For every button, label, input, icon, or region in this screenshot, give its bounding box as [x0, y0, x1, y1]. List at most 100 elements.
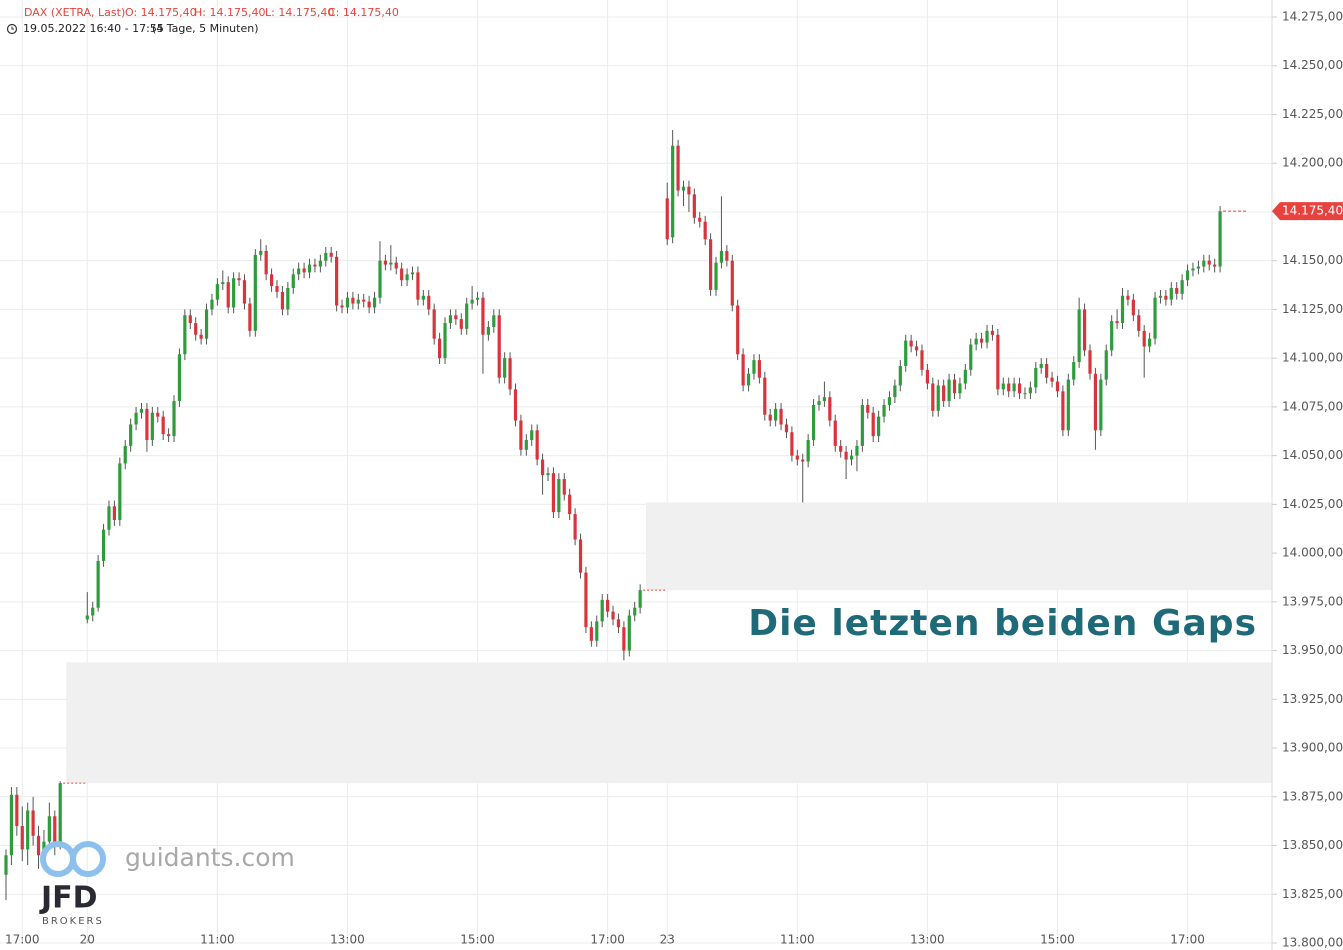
- candle-body: [4, 855, 8, 875]
- candle-body: [335, 256, 339, 306]
- candle-body: [611, 611, 615, 620]
- candle-body: [1207, 260, 1211, 265]
- clock-hands: [11, 26, 14, 30]
- candle-body: [1077, 309, 1081, 363]
- watermark: guidants.com JFD BROKERS: [39, 841, 295, 927]
- candle-body: [589, 627, 593, 641]
- y-tick-label: 14.050,00: [1282, 448, 1343, 462]
- candle-body: [551, 473, 556, 513]
- candle-body: [616, 619, 621, 628]
- candle-body: [20, 826, 24, 850]
- y-tick-label: 13.800,00: [1282, 936, 1343, 950]
- candle-body: [866, 404, 870, 413]
- watermark-sub: BROKERS: [42, 916, 104, 927]
- candle-body: [465, 303, 469, 329]
- candle-body: [58, 783, 62, 846]
- candle-body: [286, 287, 290, 310]
- candle-body: [313, 264, 317, 267]
- candle-body: [1202, 260, 1206, 267]
- ohlc-low: L: 14.175,40: [265, 6, 334, 19]
- candle-body: [237, 278, 241, 281]
- candle-body: [1218, 211, 1222, 267]
- candle-body: [990, 330, 995, 335]
- candle-body: [1126, 295, 1130, 300]
- candle-body: [421, 295, 425, 300]
- candle-body: [269, 274, 274, 287]
- candle-body: [714, 262, 718, 290]
- watermark-brand: JFD: [39, 881, 98, 916]
- candle-body: [703, 221, 707, 240]
- candle-body: [324, 252, 328, 261]
- candle-body: [329, 252, 333, 257]
- x-tick-label: 11:00: [780, 933, 815, 947]
- watermark-site: guidants.com: [125, 843, 295, 872]
- candle-body: [741, 354, 745, 386]
- candle-body: [1191, 268, 1195, 271]
- candle-body: [139, 408, 144, 413]
- candle-body: [204, 309, 209, 339]
- candle-body: [188, 315, 192, 324]
- candle-body: [454, 315, 458, 320]
- candle-body: [882, 404, 886, 417]
- candle-body: [242, 280, 247, 304]
- y-tick-label: 14.125,00: [1282, 302, 1343, 316]
- candle-body: [427, 295, 431, 310]
- candle-body: [416, 272, 420, 300]
- candle-body: [112, 506, 116, 520]
- x-tick-label: 13:00: [330, 933, 365, 947]
- candle-body: [1082, 309, 1087, 351]
- candle-body: [123, 445, 127, 464]
- candle-body: [53, 816, 57, 846]
- candle-body: [627, 615, 631, 651]
- candle-body: [963, 369, 967, 384]
- candle-body: [1001, 383, 1005, 390]
- logo-ring: [70, 841, 106, 877]
- ohlc-high: H: 14.175,40: [194, 6, 265, 19]
- candle-body: [687, 186, 691, 195]
- candle-body: [497, 315, 501, 378]
- last-price-label: 14.175,40: [1282, 204, 1343, 218]
- candle-body: [996, 334, 1000, 390]
- y-tick-label: 13.850,00: [1282, 838, 1343, 852]
- candle-body: [1137, 315, 1141, 331]
- instrument: DAX (XETRA, Last): [24, 6, 125, 19]
- candle-body: [199, 334, 203, 339]
- candle-body: [508, 358, 512, 390]
- candle-body: [1175, 287, 1179, 294]
- candle-body: [318, 260, 322, 267]
- candle-body: [638, 590, 642, 608]
- candle-body: [1028, 387, 1032, 394]
- candle-body: [1131, 299, 1135, 316]
- candle-body: [356, 299, 360, 304]
- candle-body: [1120, 295, 1125, 324]
- candle-body: [210, 299, 214, 310]
- candle-body: [790, 432, 794, 456]
- candle-body: [1110, 321, 1114, 351]
- period-note: (4 Tage, 5 Minuten): [152, 22, 259, 35]
- logo-ring: [40, 841, 76, 877]
- period: 19.05.2022 16:40 - 17:55: [23, 22, 164, 35]
- candle-body: [893, 385, 897, 398]
- candle-body: [264, 250, 268, 275]
- ohlc-open: O: 14.175,40: [125, 6, 197, 19]
- candle-body: [215, 284, 219, 300]
- candle-body: [1093, 373, 1098, 431]
- y-tick-label: 13.875,00: [1282, 789, 1343, 803]
- candle-body: [811, 404, 816, 441]
- candle-body: [985, 330, 989, 343]
- candle-body: [887, 397, 892, 405]
- candle-body: [470, 299, 474, 304]
- candle-body: [763, 377, 767, 415]
- y-tick-label: 14.150,00: [1282, 253, 1343, 267]
- candle-body: [557, 479, 561, 513]
- candle-body: [736, 305, 740, 355]
- candle-body: [980, 338, 984, 343]
- candle-body: [860, 404, 864, 446]
- candle-body: [459, 319, 463, 329]
- candle-body: [822, 397, 827, 402]
- candle-body: [345, 297, 350, 308]
- candle-body: [1066, 379, 1070, 431]
- y-tick-label: 13.975,00: [1282, 594, 1343, 608]
- x-tick-label: 11:00: [200, 933, 235, 947]
